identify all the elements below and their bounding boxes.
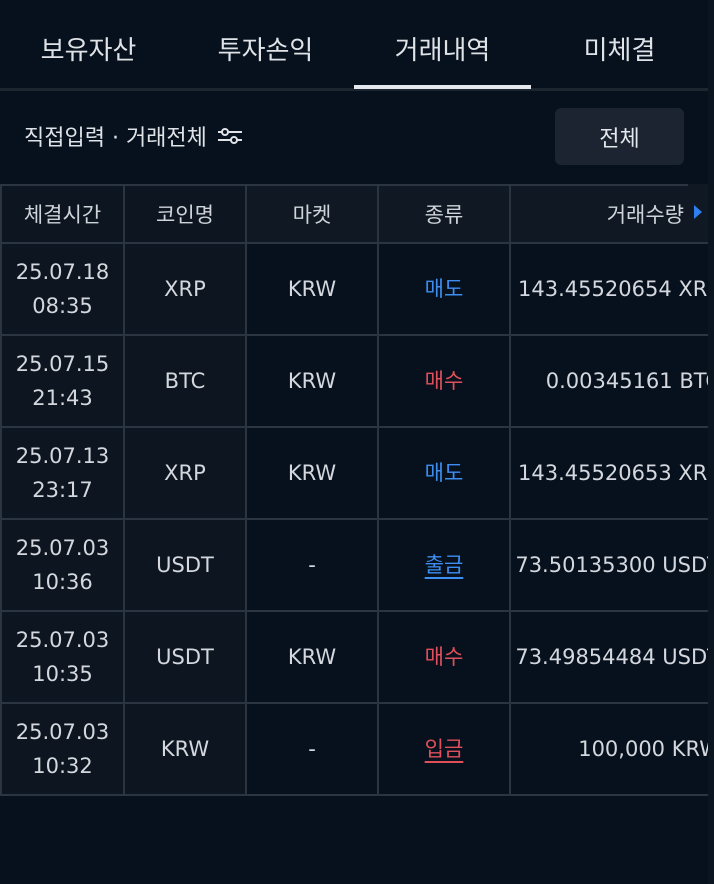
coin-cell: XRP — [123, 426, 247, 520]
table-row[interactable]: 25.07.03 10:32 KRW - 입금 100,000 KRW — [0, 702, 708, 796]
date: 25.07.18 — [15, 260, 110, 284]
type-cell: 매도 — [377, 426, 511, 520]
type-cell: 매도 — [377, 242, 511, 336]
table-row[interactable]: 25.07.15 21:43 BTC KRW 매수 0.00345161 BTC — [0, 334, 708, 428]
quantity-cell: 73.49854484 USDT — [509, 610, 708, 704]
header-coin[interactable]: 코인명 — [123, 184, 247, 244]
date: 25.07.03 — [15, 536, 110, 560]
date: 25.07.15 — [15, 352, 110, 376]
quantity-cell: 0.00345161 BTC — [509, 334, 708, 428]
filter-selector[interactable]: 직접입력 · 거래전체 — [24, 120, 243, 152]
date: 25.07.03 — [15, 628, 110, 652]
header-type[interactable]: 종류 — [377, 184, 511, 244]
quantity-cell: 100,000 KRW — [509, 702, 708, 796]
table-row[interactable]: 25.07.13 23:17 XRP KRW 매도 143.45520653 XR… — [0, 426, 708, 520]
type-label: 매수 — [424, 645, 464, 669]
scroll-right-icon[interactable] — [688, 184, 708, 240]
quantity-cell: 143.45520654 XRP — [509, 242, 708, 336]
time-cell: 25.07.03 10:32 — [0, 702, 125, 796]
market-cell: KRW — [245, 334, 379, 428]
time: 23:17 — [32, 478, 93, 502]
time-cell: 25.07.18 08:35 — [0, 242, 125, 336]
filter-label: 직접입력 · 거래전체 — [24, 126, 207, 151]
coin-cell: XRP — [123, 242, 247, 336]
history-table: 체결시간 코인명 마켓 종류 거래수량 25.07.18 08:35 XRP KR… — [0, 184, 708, 796]
type-label: 매수 — [424, 369, 464, 393]
time-cell: 25.07.03 10:36 — [0, 518, 125, 612]
time: 21:43 — [32, 386, 93, 410]
tab-holdings[interactable]: 보유자산 — [40, 36, 137, 66]
type-label: 매도 — [424, 277, 464, 301]
type-label[interactable]: 입금 — [424, 737, 464, 761]
coin-cell: USDT — [123, 518, 247, 612]
market-cell: - — [245, 518, 379, 612]
table-row[interactable]: 25.07.03 10:36 USDT - 출금 73.50135300 USDT — [0, 518, 708, 612]
type-cell: 출금 — [377, 518, 511, 612]
type-cell: 매수 — [377, 610, 511, 704]
type-cell: 입금 — [377, 702, 511, 796]
quantity-cell: 73.50135300 USDT — [509, 518, 708, 612]
date: 25.07.13 — [15, 444, 110, 468]
header-quantity[interactable]: 거래수량 — [509, 184, 708, 244]
tab-bar: 보유자산 투자손익 거래내역 미체결 — [0, 0, 714, 91]
all-button[interactable]: 전체 — [555, 108, 684, 165]
header-market[interactable]: 마켓 — [245, 184, 379, 244]
type-label[interactable]: 출금 — [424, 553, 464, 577]
market-cell: KRW — [245, 242, 379, 336]
type-label: 매도 — [424, 461, 464, 485]
coin-cell: BTC — [123, 334, 247, 428]
market-cell: KRW — [245, 610, 379, 704]
sliders-icon — [217, 128, 242, 144]
tab-history[interactable]: 거래내역 — [354, 30, 531, 89]
time-cell: 25.07.03 10:35 — [0, 610, 125, 704]
market-cell: - — [245, 702, 379, 796]
time-cell: 25.07.15 21:43 — [0, 334, 125, 428]
table-row[interactable]: 25.07.03 10:35 USDT KRW 매수 73.49854484 US… — [0, 610, 708, 704]
tab-profit[interactable]: 투자손익 — [217, 36, 314, 66]
type-cell: 매수 — [377, 334, 511, 428]
time: 08:35 — [32, 294, 93, 318]
header-time[interactable]: 체결시간 — [0, 184, 125, 244]
time: 10:32 — [32, 754, 93, 778]
time: 10:35 — [32, 662, 93, 686]
quantity-cell: 143.45520653 XRP — [509, 426, 708, 520]
date: 25.07.03 — [15, 720, 110, 744]
market-cell: KRW — [245, 426, 379, 520]
table-row[interactable]: 25.07.18 08:35 XRP KRW 매도 143.45520654 XR… — [0, 242, 708, 336]
time: 10:36 — [32, 570, 93, 594]
scrollbar[interactable] — [708, 0, 714, 884]
time-cell: 25.07.13 23:17 — [0, 426, 125, 520]
tab-pending[interactable]: 미체결 — [583, 36, 656, 66]
coin-cell: KRW — [123, 702, 247, 796]
coin-cell: USDT — [123, 610, 247, 704]
